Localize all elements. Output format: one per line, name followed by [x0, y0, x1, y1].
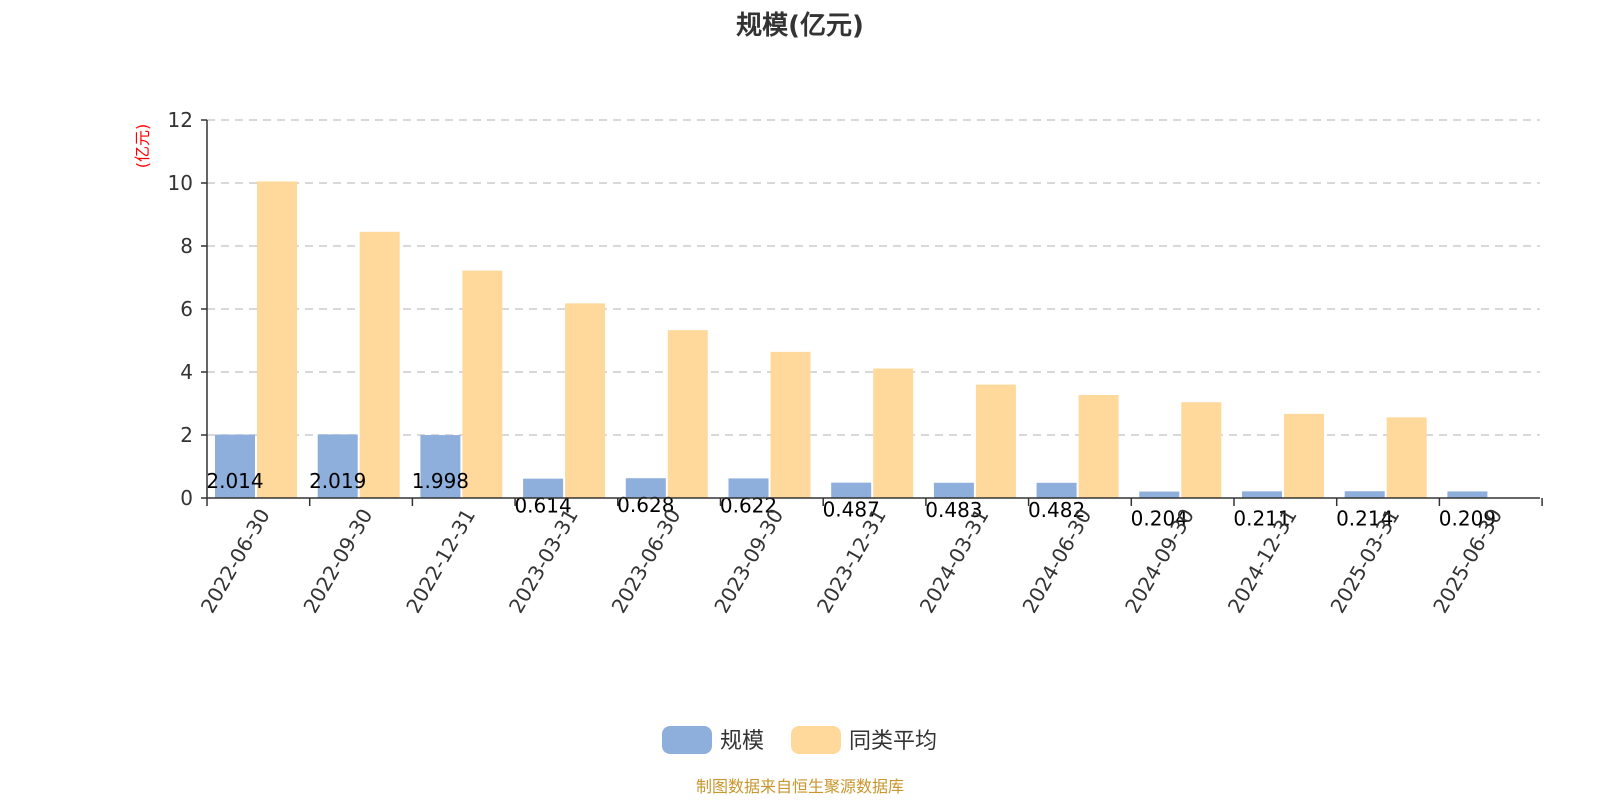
x-tick-label: 2022-09-30	[298, 505, 377, 618]
legend-swatch	[662, 726, 712, 754]
data-label: 0.204	[1131, 507, 1188, 531]
data-label: 0.211	[1233, 506, 1290, 530]
bar-tonglei-pingjun	[1284, 413, 1324, 498]
bar-guimo	[625, 478, 666, 498]
data-label: 0.487	[823, 498, 880, 522]
bar-guimo	[1344, 491, 1385, 498]
bar-guimo	[1139, 491, 1180, 498]
data-label: 1.998	[412, 469, 469, 493]
data-source-note: 制图数据来自恒生聚源数据库	[696, 777, 904, 796]
data-label: 0.483	[925, 498, 982, 522]
y-tick-label: 8	[180, 234, 193, 258]
data-label: 0.482	[1028, 498, 1085, 522]
bar-tonglei-pingjun	[667, 330, 708, 498]
bar-tonglei-pingjun	[1181, 402, 1222, 498]
legend-label: 同类平均	[849, 729, 937, 754]
data-label: 0.628	[617, 493, 674, 517]
data-label: 0.214	[1336, 506, 1393, 530]
bar-tonglei-pingjun	[462, 270, 503, 498]
data-label: 2.019	[309, 469, 366, 493]
x-tick-label: 2023-09-30	[709, 505, 788, 618]
bar-guimo	[420, 435, 461, 498]
bar-tonglei-pingjun	[359, 231, 400, 498]
bar-guimo	[523, 478, 564, 498]
y-tick-label: 0	[180, 486, 193, 510]
bar-tonglei-pingjun	[1078, 394, 1119, 498]
bar-tonglei-pingjun	[873, 368, 914, 498]
bars-group	[215, 181, 1488, 499]
bar-tonglei-pingjun	[565, 303, 606, 498]
y-tick-label: 4	[180, 360, 193, 384]
bar-guimo	[317, 434, 358, 498]
x-tick-label: 2023-03-31	[504, 505, 583, 618]
data-label: 0.209	[1439, 506, 1496, 530]
axes	[206, 120, 1540, 499]
bar-guimo	[933, 482, 974, 498]
data-label: 2.014	[206, 469, 263, 493]
bar-guimo	[728, 478, 769, 498]
bar-guimo	[1447, 491, 1488, 498]
bar-tonglei-pingjun	[257, 181, 297, 499]
legend-label: 规模	[720, 729, 764, 754]
y-tick-label: 10	[168, 171, 193, 195]
y-tick-label: 6	[180, 297, 193, 321]
bar-guimo	[831, 482, 872, 498]
bar-guimo	[1036, 482, 1077, 498]
legend: 规模 同类平均	[662, 726, 937, 754]
y-tick-label: 12	[168, 108, 193, 132]
bar-tonglei-pingjun	[1386, 417, 1427, 498]
x-tick-label: 2022-06-30	[196, 505, 275, 618]
bar-guimo	[1242, 491, 1282, 498]
bar-tonglei-pingjun	[975, 384, 1016, 498]
y-tick-label: 2	[180, 423, 193, 447]
bar-tonglei-pingjun	[770, 351, 811, 498]
x-tick-label: 2023-06-30	[607, 505, 686, 618]
y-axis-unit-label: (亿元)	[133, 124, 152, 169]
chart-title: 规模(亿元)	[736, 11, 864, 41]
bar-guimo	[215, 434, 255, 498]
legend-swatch	[791, 726, 841, 754]
x-tick-label: 2022-12-31	[401, 505, 480, 618]
y-axis-ticks: 0 2 4 6 8 10 12	[168, 108, 207, 510]
